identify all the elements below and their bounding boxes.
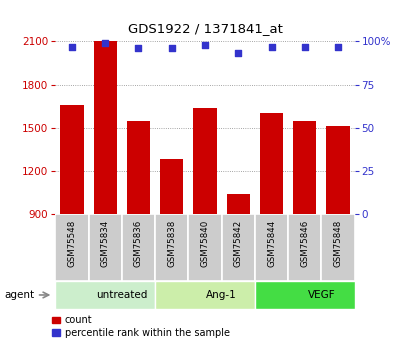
Text: untreated: untreated xyxy=(96,290,147,300)
Point xyxy=(267,44,274,49)
Text: Ang-1: Ang-1 xyxy=(206,290,236,300)
FancyBboxPatch shape xyxy=(155,281,254,309)
Text: GSM75848: GSM75848 xyxy=(333,219,342,267)
Bar xyxy=(326,126,349,214)
Point xyxy=(301,44,307,49)
Text: GSM75838: GSM75838 xyxy=(167,219,176,267)
FancyBboxPatch shape xyxy=(88,214,121,281)
Bar xyxy=(259,113,283,214)
Bar xyxy=(93,41,117,214)
FancyBboxPatch shape xyxy=(55,281,155,309)
Text: GSM75842: GSM75842 xyxy=(233,219,242,267)
Text: GSM75836: GSM75836 xyxy=(134,219,143,267)
FancyBboxPatch shape xyxy=(155,214,188,281)
Bar xyxy=(226,194,249,214)
Point xyxy=(168,46,175,51)
Text: GSM75846: GSM75846 xyxy=(299,219,308,267)
Text: GSM75834: GSM75834 xyxy=(101,219,110,267)
Point xyxy=(201,42,208,48)
FancyBboxPatch shape xyxy=(221,214,254,281)
Point xyxy=(234,51,241,56)
FancyBboxPatch shape xyxy=(55,214,88,281)
FancyBboxPatch shape xyxy=(188,214,221,281)
Point xyxy=(69,44,75,49)
Point xyxy=(334,44,340,49)
FancyBboxPatch shape xyxy=(254,214,288,281)
Bar xyxy=(60,105,83,214)
Legend: count, percentile rank within the sample: count, percentile rank within the sample xyxy=(52,315,229,338)
Point xyxy=(135,46,142,51)
Bar xyxy=(160,159,183,214)
Text: GDS1922 / 1371841_at: GDS1922 / 1371841_at xyxy=(127,22,282,36)
Text: VEGF: VEGF xyxy=(307,290,335,300)
Bar xyxy=(126,121,150,214)
FancyBboxPatch shape xyxy=(321,214,354,281)
Text: GSM75840: GSM75840 xyxy=(200,219,209,267)
Text: GSM75844: GSM75844 xyxy=(266,219,275,267)
Text: GSM75548: GSM75548 xyxy=(67,219,76,267)
Bar xyxy=(292,121,316,214)
Bar xyxy=(193,108,216,214)
FancyBboxPatch shape xyxy=(121,214,155,281)
Text: agent: agent xyxy=(4,290,34,300)
FancyBboxPatch shape xyxy=(288,214,321,281)
Point xyxy=(102,40,108,46)
FancyBboxPatch shape xyxy=(254,281,354,309)
